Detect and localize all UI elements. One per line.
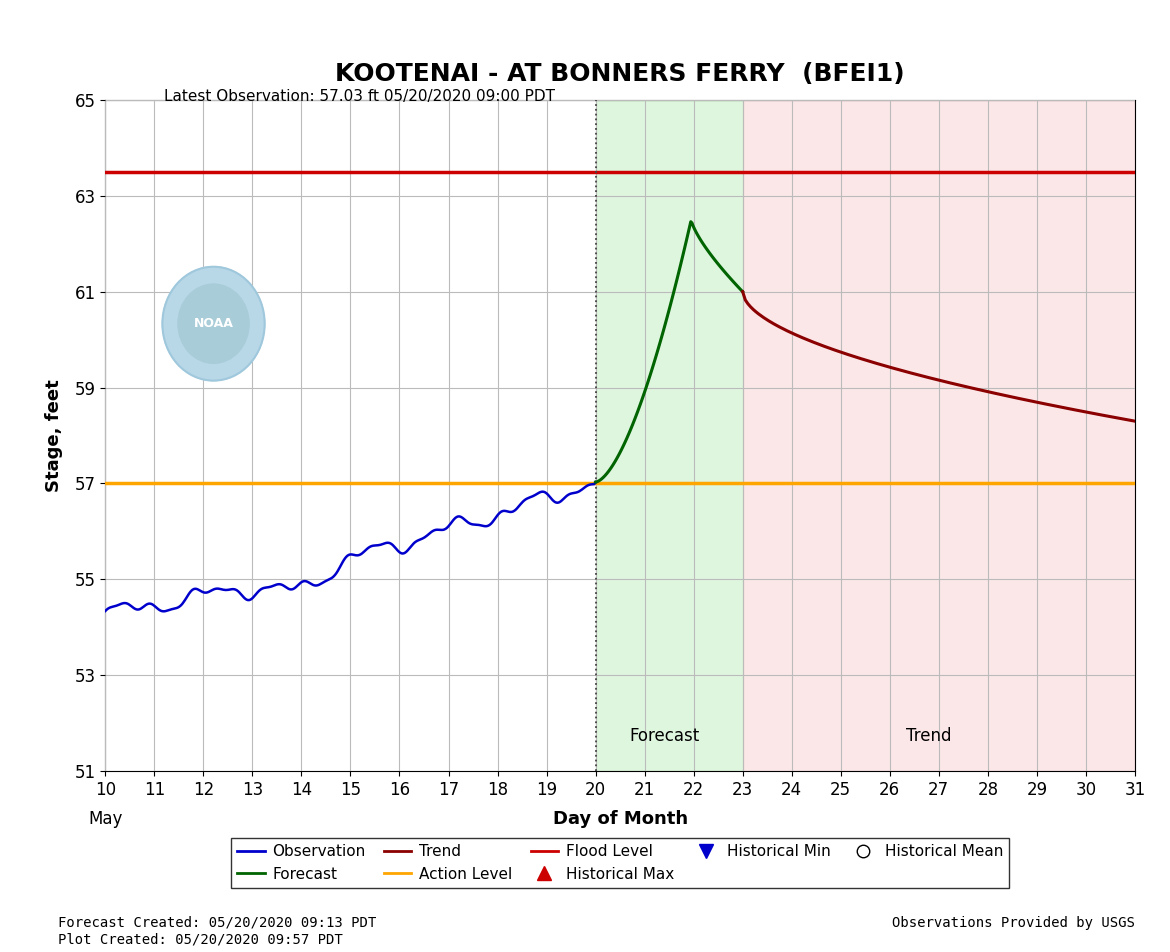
- Text: Latest Observation: 57.03 ft 05/20/2020 09:00 PDT: Latest Observation: 57.03 ft 05/20/2020 …: [164, 89, 555, 105]
- Bar: [596, 100, 743, 771]
- Text: Observations Provided by USGS: Observations Provided by USGS: [892, 916, 1135, 930]
- Y-axis label: Stage, feet: Stage, feet: [46, 379, 63, 492]
- Legend: Observation, Forecast, Trend, Action Level, Flood Level, Historical Max, Histori: Observation, Forecast, Trend, Action Lev…: [230, 838, 1010, 887]
- Text: NOAA: NOAA: [193, 317, 234, 330]
- Circle shape: [178, 284, 249, 364]
- Text: Forecast: Forecast: [629, 726, 700, 744]
- Text: May: May: [88, 810, 123, 828]
- X-axis label: Day of Month: Day of Month: [552, 810, 688, 828]
- Circle shape: [163, 267, 264, 381]
- Bar: [743, 100, 1135, 771]
- Text: Forecast Created: 05/20/2020 09:13 PDT
Plot Created: 05/20/2020 09:57 PDT: Forecast Created: 05/20/2020 09:13 PDT P…: [58, 916, 377, 946]
- Title: KOOTENAI - AT BONNERS FERRY  (BFEI1): KOOTENAI - AT BONNERS FERRY (BFEI1): [336, 62, 904, 86]
- Text: Trend: Trend: [907, 726, 951, 744]
